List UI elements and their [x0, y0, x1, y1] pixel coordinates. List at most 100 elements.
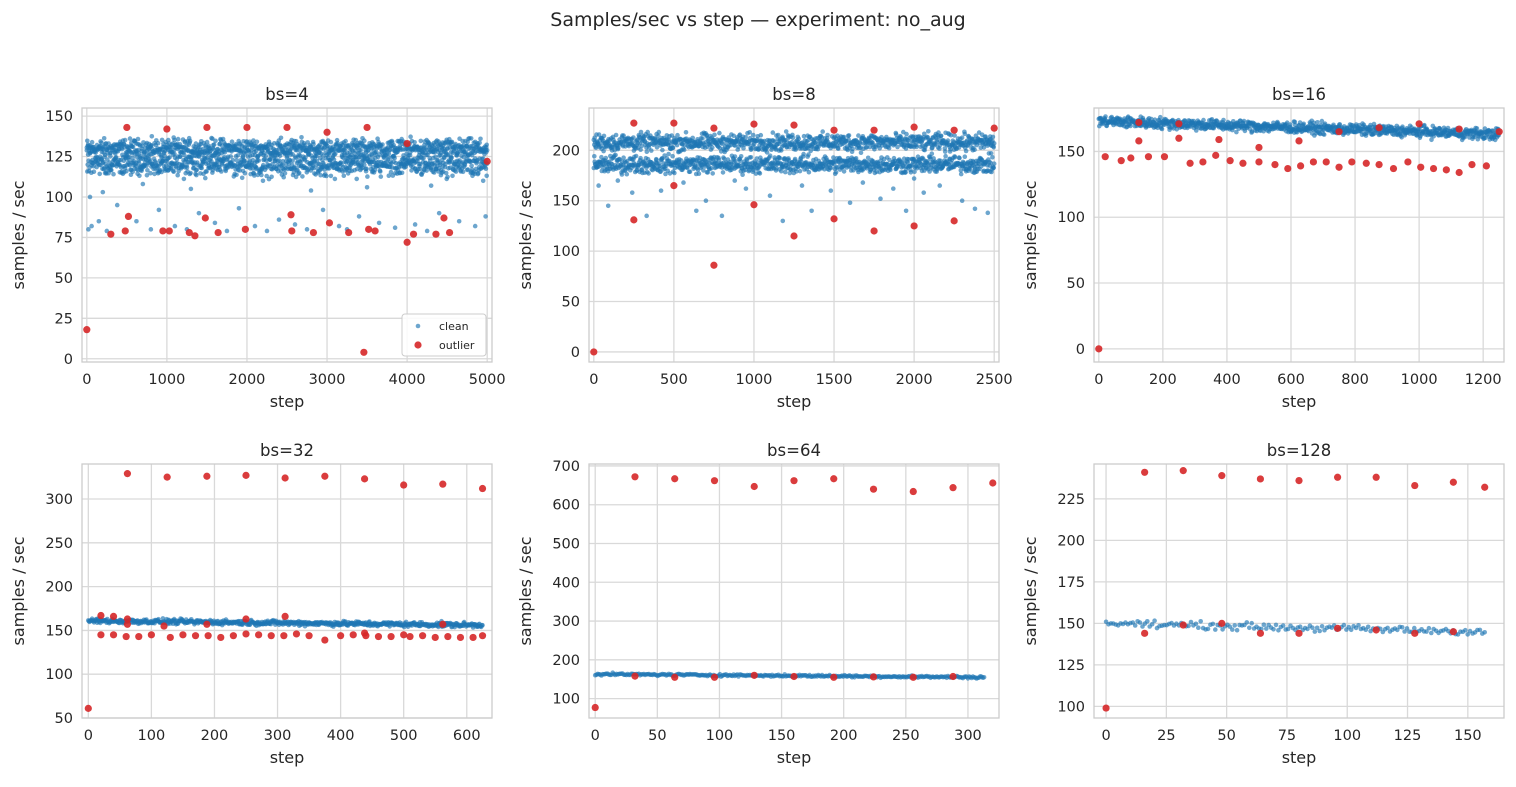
- outlier-point: [159, 227, 167, 235]
- clean-point: [276, 158, 282, 163]
- clean-point: [192, 153, 197, 158]
- clean-point: [392, 155, 397, 161]
- clean-point: [806, 152, 811, 157]
- x-tick-label: 2000: [229, 372, 266, 388]
- clean-point: [137, 173, 142, 179]
- outlier-point: [1389, 164, 1398, 173]
- clean-point: [364, 184, 370, 190]
- clean-point: [194, 172, 199, 178]
- clean-point: [927, 169, 932, 174]
- clean-point: [743, 186, 749, 191]
- clean-point: [717, 130, 722, 136]
- clean-point: [1319, 118, 1325, 124]
- clean-point: [172, 151, 177, 157]
- outlier-point: [1271, 160, 1279, 169]
- series-outlier: [1095, 118, 1503, 353]
- clean-point: [144, 172, 150, 178]
- clean-point: [790, 135, 796, 140]
- outlier-point: [1101, 153, 1109, 161]
- outlier-point: [1375, 124, 1383, 132]
- outlier-point: [445, 228, 454, 237]
- y-axis-label: samples / sec: [1021, 180, 1040, 289]
- clean-point: [373, 152, 378, 157]
- clean-point: [605, 203, 611, 209]
- outlier-point: [432, 230, 440, 238]
- clean-point: [890, 186, 896, 191]
- clean-point: [654, 157, 659, 163]
- clean-point: [436, 210, 442, 216]
- clean-point: [460, 169, 466, 175]
- y-tick-label: 0: [571, 345, 580, 361]
- clean-point: [443, 170, 449, 176]
- clean-point: [386, 155, 391, 160]
- outlier-point: [1442, 166, 1450, 174]
- clean-point: [783, 169, 788, 175]
- clean-point: [354, 176, 360, 182]
- clean-point: [1337, 122, 1343, 127]
- clean-point: [454, 153, 460, 158]
- clean-point: [469, 163, 474, 168]
- clean-point: [101, 136, 107, 141]
- clean-point: [957, 155, 962, 161]
- clean-point: [644, 213, 649, 219]
- outlier-point: [123, 123, 131, 132]
- clean-point: [234, 172, 239, 178]
- clean-point: [378, 174, 384, 179]
- outlier-point: [670, 182, 678, 190]
- data-layer: [83, 123, 491, 356]
- clean-point: [418, 138, 424, 144]
- clean-point: [152, 171, 157, 177]
- grid: [1094, 108, 1504, 362]
- clean-point: [770, 130, 776, 135]
- clean-point: [1152, 117, 1158, 122]
- clean-point: [477, 149, 483, 155]
- clean-point: [314, 153, 319, 159]
- clean-point: [311, 165, 316, 171]
- clean-point: [421, 156, 426, 161]
- outlier-point: [409, 230, 418, 238]
- clean-point: [833, 169, 839, 175]
- clean-point: [988, 160, 993, 166]
- clean-point: [233, 154, 239, 159]
- clean-point: [225, 154, 231, 160]
- clean-point: [592, 154, 597, 159]
- clean-point: [255, 153, 261, 159]
- clean-point: [377, 152, 382, 157]
- clean-point: [991, 165, 996, 171]
- clean-point: [269, 174, 274, 180]
- clean-point: [748, 155, 754, 160]
- clean-point: [972, 147, 977, 152]
- subplot-title: bs=16: [1272, 85, 1326, 104]
- clean-point: [638, 147, 643, 152]
- outlier-point: [345, 228, 353, 237]
- clean-point: [619, 172, 625, 177]
- clean-point: [300, 174, 305, 179]
- clean-point: [445, 174, 450, 180]
- clean-point: [731, 133, 736, 139]
- outlier-point: [750, 120, 758, 128]
- clean-point: [376, 220, 382, 226]
- clean-point: [88, 150, 93, 155]
- clean-point: [324, 173, 329, 179]
- x-tick-label: 3000: [309, 372, 346, 388]
- clean-point: [328, 139, 334, 145]
- clean-point: [733, 159, 738, 164]
- clean-point: [288, 152, 294, 157]
- outlier-point: [950, 217, 958, 225]
- clean-point: [828, 165, 833, 171]
- clean-point: [140, 181, 146, 187]
- clean-point: [126, 154, 132, 160]
- clean-point: [478, 136, 483, 142]
- clean-point: [429, 165, 434, 171]
- clean-point: [378, 169, 383, 174]
- clean-point: [156, 207, 162, 213]
- clean-point: [167, 150, 173, 155]
- clean-point: [613, 152, 618, 158]
- clean-point: [437, 153, 442, 158]
- clean-point: [268, 157, 273, 162]
- outlier-point: [1212, 151, 1220, 159]
- data-layer: [590, 119, 998, 356]
- clean-point: [317, 150, 322, 156]
- clean-point: [465, 167, 471, 172]
- clean-point: [484, 142, 490, 148]
